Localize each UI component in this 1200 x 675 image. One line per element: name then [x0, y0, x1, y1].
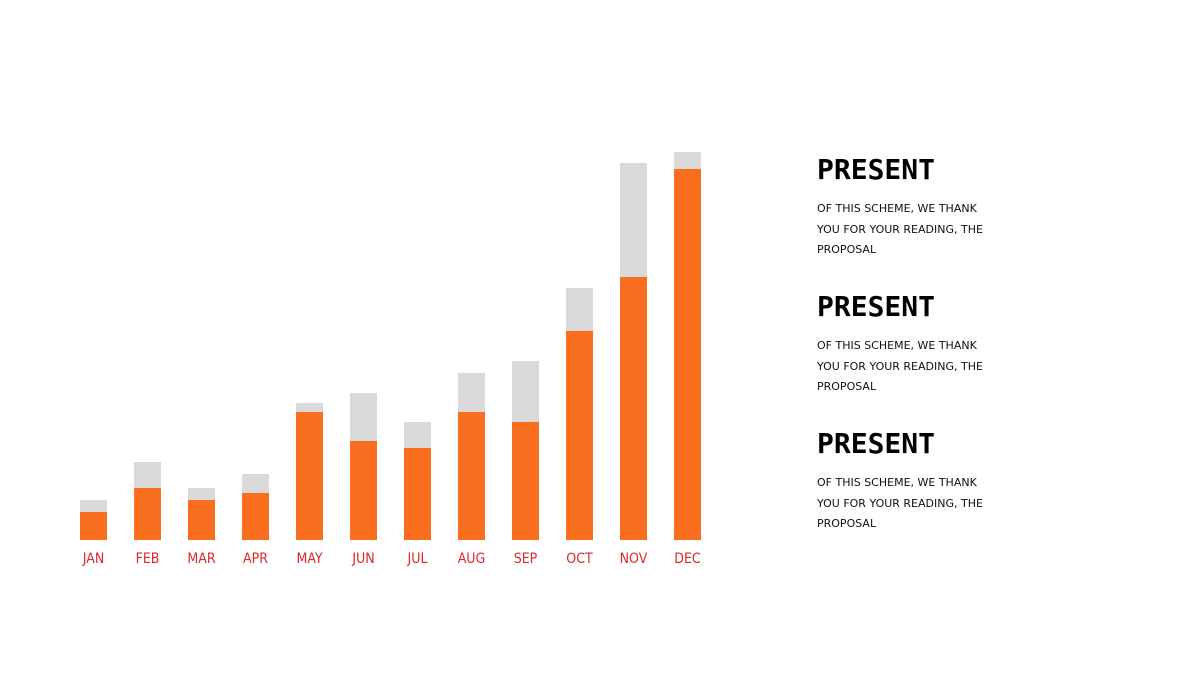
bar-top-jun — [350, 393, 377, 441]
info-block-3: PRESENT OF THIS SCHEME, WE THANK YOU FOR… — [817, 429, 1017, 535]
info-title: PRESENT — [817, 290, 936, 323]
bar-bottom-jul — [404, 448, 431, 540]
bar-bottom-nov — [620, 277, 647, 540]
month-label-jun: JUN — [351, 551, 374, 567]
month-label-mar: MAR — [187, 551, 215, 567]
bar-bottom-jun — [350, 441, 377, 540]
bar-top-jul — [404, 422, 431, 448]
bar-top-dec — [674, 152, 701, 169]
bar-bottom-aug — [458, 412, 485, 540]
month-label-oct: OCT — [566, 551, 593, 567]
month-label-dec: DEC — [674, 551, 701, 567]
month-label-feb: FEB — [136, 551, 160, 567]
bar-top-mar — [188, 488, 215, 500]
bar-bottom-feb — [134, 488, 161, 540]
bar-top-jan — [80, 500, 107, 512]
bar-bottom-dec — [674, 169, 701, 540]
bar-top-aug — [458, 373, 485, 412]
month-label-aug: AUG — [458, 551, 486, 567]
month-label-nov: NOV — [620, 551, 648, 567]
month-label-sep: SEP — [514, 551, 538, 567]
bar-top-sep — [512, 361, 539, 422]
bar-bottom-apr — [242, 493, 269, 540]
info-title: PRESENT — [817, 427, 936, 460]
info-block-2: PRESENT OF THIS SCHEME, WE THANK YOU FOR… — [817, 292, 1017, 398]
bar-top-may — [296, 403, 323, 412]
bar-top-apr — [242, 474, 269, 493]
bars-group — [80, 152, 701, 540]
bar-bottom-may — [296, 412, 323, 540]
bar-bottom-oct — [566, 331, 593, 540]
month-label-may: MAY — [296, 551, 322, 567]
month-label-jan: JAN — [82, 551, 105, 567]
info-text: OF THIS SCHEME, WE THANK YOU FOR YOUR RE… — [817, 202, 983, 256]
bar-bottom-jan — [80, 512, 107, 540]
bar-bottom-mar — [188, 500, 215, 540]
monthly-bar-chart: JAN FEB MAR APR MAY JUN JUL AUG SEP OCT NOV DEC — [80, 152, 701, 567]
bar-top-nov — [620, 163, 647, 277]
info-text: OF THIS SCHEME, WE THANK YOU FOR YOUR RE… — [817, 339, 983, 393]
info-text: OF THIS SCHEME, WE THANK YOU FOR YOUR RE… — [817, 476, 983, 530]
info-block-1: PRESENT OF THIS SCHEME, WE THANK YOU FOR… — [817, 155, 1017, 261]
bar-top-feb — [134, 462, 161, 488]
info-title: PRESENT — [817, 153, 936, 186]
month-label-apr: APR — [243, 551, 268, 567]
month-labels-group: JAN FEB MAR APR MAY JUN JUL AUG SEP OCT NOV DEC — [82, 551, 701, 567]
bar-top-oct — [566, 288, 593, 331]
month-label-jul: JUL — [407, 551, 428, 567]
bar-bottom-sep — [512, 422, 539, 540]
